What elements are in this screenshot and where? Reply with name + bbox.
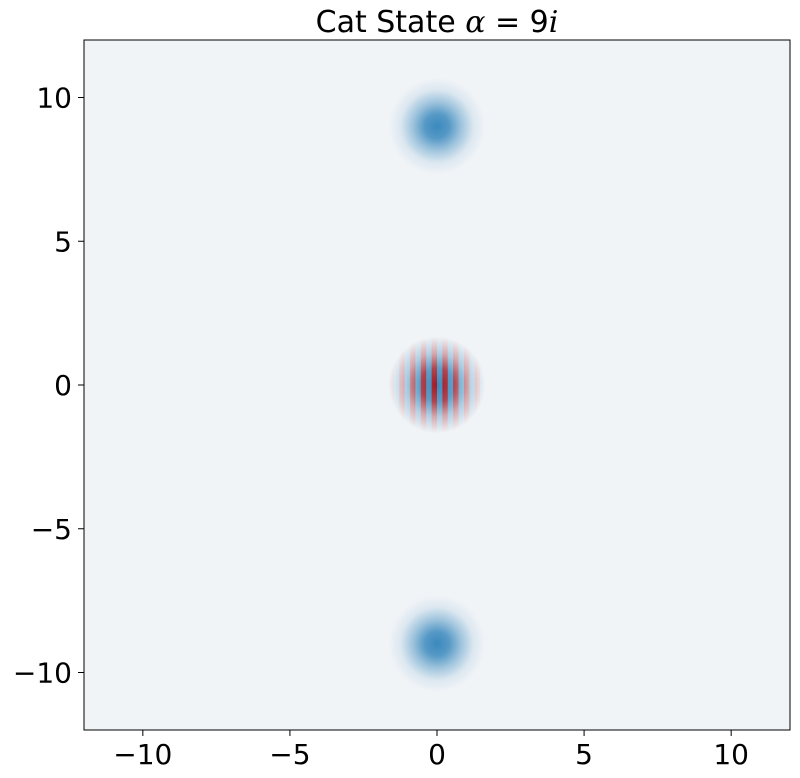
fringe-stripe	[469, 336, 476, 434]
fringe-stripe	[437, 336, 443, 434]
chart-title-prefix: Cat State	[316, 5, 466, 40]
coherent-peak-bottom	[388, 595, 486, 693]
chart-title-imag: i	[549, 5, 559, 40]
interference-fringes	[388, 336, 486, 434]
fringe-stripe	[442, 336, 449, 434]
fringe-stripe	[431, 336, 438, 434]
coherent-peak-top	[388, 77, 486, 175]
fringe-stripe	[463, 336, 470, 434]
axis-layer: −10 −5 0 5 10 −10 −5 0 5 10	[13, 82, 749, 772]
fringe-stripe	[388, 336, 395, 434]
chart-title-alpha: α	[465, 5, 485, 40]
fringe-stripe	[480, 336, 486, 434]
y-tick-label: 0	[54, 369, 72, 402]
x-tick-label: 5	[575, 738, 593, 771]
fringe-stripe	[453, 336, 459, 434]
y-tick-label: −10	[13, 657, 72, 690]
fringe-stripe	[458, 336, 465, 434]
x-tick-label: 10	[713, 738, 749, 771]
x-tick-label: 0	[428, 738, 446, 771]
fringe-stripe	[447, 336, 454, 434]
y-tick-label: −5	[31, 513, 72, 546]
fringe-stripe	[393, 336, 400, 434]
fringe-stripe	[426, 336, 432, 434]
fringe-stripe	[420, 336, 427, 434]
fringe-stripe	[404, 336, 411, 434]
fringe-stripe	[410, 336, 416, 434]
x-tick-label: −5	[269, 738, 310, 771]
fringe-stripe	[415, 336, 422, 434]
x-tick-label: −10	[113, 738, 172, 771]
y-tick-label: 5	[54, 225, 72, 258]
chart-title: Cat State α = 9i	[316, 5, 559, 40]
y-tick-label: 10	[36, 82, 72, 115]
fringe-stripe	[474, 336, 481, 434]
chart-title-equals: = 9	[485, 5, 548, 40]
heatmap-layer	[388, 77, 486, 693]
fringe-stripe	[399, 336, 405, 434]
